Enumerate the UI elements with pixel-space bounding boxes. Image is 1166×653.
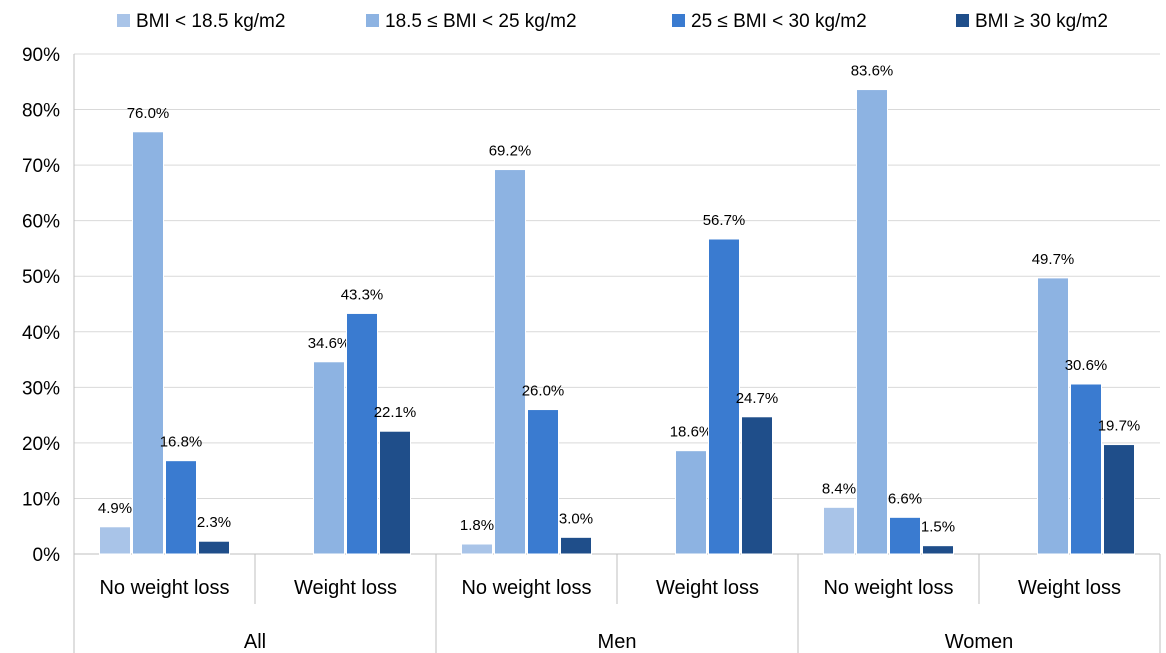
- bar: [198, 540, 230, 555]
- bar: [346, 312, 378, 555]
- group-label: Women: [945, 631, 1014, 653]
- y-tick-label: 60%: [22, 212, 60, 233]
- legend-swatch: [672, 14, 685, 27]
- bar: [379, 430, 411, 555]
- data-label: 16.8%: [160, 434, 203, 451]
- data-label: 8.4%: [822, 480, 856, 497]
- x-tick-label: No weight loss: [823, 577, 953, 599]
- data-label: 3.0%: [559, 510, 593, 527]
- group-label: All: [244, 631, 266, 653]
- legend-label: BMI < 18.5 kg/m2: [136, 11, 285, 32]
- bar: [741, 416, 773, 555]
- data-label: 26.0%: [522, 383, 565, 400]
- x-tick-label: Weight loss: [294, 577, 397, 599]
- y-tick-label: 0%: [33, 545, 61, 566]
- data-label: 56.7%: [703, 212, 746, 229]
- data-label: 49.7%: [1032, 251, 1075, 268]
- x-tick-label: No weight loss: [461, 577, 591, 599]
- bar: [708, 238, 740, 555]
- data-label: 22.1%: [374, 404, 417, 421]
- x-tick-label: Weight loss: [1018, 577, 1121, 599]
- bar: [132, 131, 164, 555]
- bar: [922, 545, 954, 555]
- data-label: 19.7%: [1098, 418, 1141, 435]
- y-tick-label: 10%: [22, 489, 60, 510]
- bar: [461, 543, 493, 555]
- data-label: 4.9%: [98, 500, 132, 517]
- y-tick-label: 40%: [22, 323, 60, 344]
- data-label: 30.6%: [1065, 357, 1108, 374]
- y-tick-label: 30%: [22, 378, 60, 399]
- data-label: 1.5%: [921, 519, 955, 536]
- x-tick-label: Weight loss: [656, 577, 759, 599]
- data-label: 6.6%: [888, 490, 922, 507]
- data-label: 83.6%: [851, 63, 894, 80]
- y-tick-label: 20%: [22, 434, 60, 455]
- bar: [313, 361, 345, 555]
- data-label: 43.3%: [341, 286, 384, 303]
- legend-label: BMI ≥ 30 kg/m2: [975, 11, 1108, 32]
- bar: [823, 506, 855, 555]
- bar: [1037, 277, 1069, 555]
- bar: [494, 169, 526, 555]
- legend-label: 25 ≤ BMI < 30 kg/m2: [691, 11, 867, 32]
- bar: [99, 526, 131, 555]
- y-tick-label: 50%: [22, 267, 60, 288]
- data-label: 1.8%: [460, 517, 494, 534]
- legend-swatch: [366, 14, 379, 27]
- data-label: 2.3%: [197, 514, 231, 531]
- group-label: Men: [598, 631, 637, 653]
- y-tick-label: 80%: [22, 101, 60, 122]
- bar: [675, 450, 707, 555]
- data-label: 24.7%: [736, 390, 779, 407]
- bar: [1070, 383, 1102, 555]
- legend-label: 18.5 ≤ BMI < 25 kg/m2: [385, 11, 577, 32]
- data-label: 34.6%: [308, 335, 351, 352]
- x-tick-label: No weight loss: [99, 577, 229, 599]
- bar: [165, 460, 197, 555]
- bar: [889, 516, 921, 555]
- bar: [527, 409, 559, 555]
- bar: [856, 89, 888, 555]
- y-tick-label: 90%: [22, 45, 60, 66]
- data-label: 69.2%: [489, 143, 532, 160]
- legend-swatch: [956, 14, 969, 27]
- bar: [1103, 444, 1135, 555]
- data-label: 76.0%: [127, 105, 170, 122]
- legend-swatch: [117, 14, 130, 27]
- bar: [560, 536, 592, 555]
- data-label: 18.6%: [670, 424, 713, 441]
- y-tick-label: 70%: [22, 156, 60, 177]
